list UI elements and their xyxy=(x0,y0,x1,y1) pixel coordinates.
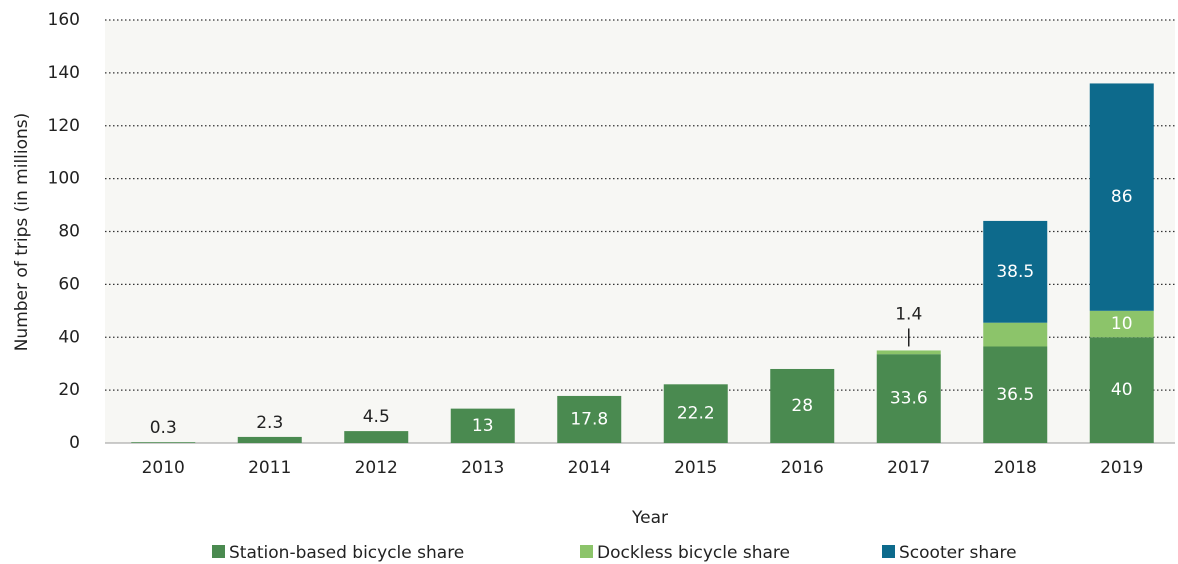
legend-label: Dockless bicycle share xyxy=(597,543,790,563)
bar-segment xyxy=(876,354,941,443)
x-axis-label: Year xyxy=(631,508,668,528)
data-label: 33.6 xyxy=(890,389,928,409)
data-label: 13 xyxy=(472,416,494,436)
data-label: 36.5 xyxy=(996,385,1034,405)
bar-segment xyxy=(983,220,1048,323)
y-tick-label: 140 xyxy=(48,63,80,83)
bar-segment xyxy=(1089,310,1154,338)
legend-label: Station-based bicycle share xyxy=(229,543,464,563)
legend-swatch xyxy=(580,545,593,558)
legend-swatch xyxy=(212,545,225,558)
bar-segment xyxy=(876,350,941,355)
bar-segment xyxy=(1089,83,1154,311)
data-label: 22.2 xyxy=(677,404,715,424)
x-tick-label: 2010 xyxy=(142,458,185,478)
bar-segment xyxy=(557,395,622,443)
data-label: 1.4 xyxy=(895,304,922,324)
bar-segment xyxy=(131,442,196,443)
bar-segment xyxy=(770,368,835,443)
data-label: 38.5 xyxy=(996,262,1034,282)
bar-segment xyxy=(237,436,302,443)
data-label: 28 xyxy=(791,396,813,416)
x-tick-label: 2013 xyxy=(461,458,504,478)
data-label: 10 xyxy=(1111,314,1133,334)
data-label: 86 xyxy=(1111,187,1133,207)
bar-segment xyxy=(663,384,728,443)
data-label: 2.3 xyxy=(256,413,283,433)
data-label: 17.8 xyxy=(570,409,608,429)
bar-segment xyxy=(344,431,409,443)
data-label: 0.3 xyxy=(150,418,177,438)
x-tick-label: 2014 xyxy=(568,458,611,478)
legend-label: Scooter share xyxy=(899,543,1017,563)
y-tick-label: 0 xyxy=(69,433,80,453)
data-label: 4.5 xyxy=(363,407,390,427)
y-tick-label: 60 xyxy=(58,274,80,294)
bar-segment xyxy=(983,322,1048,347)
x-tick-label: 2011 xyxy=(248,458,291,478)
x-tick-label: 2012 xyxy=(355,458,398,478)
y-tick-label: 120 xyxy=(48,116,80,136)
y-tick-label: 160 xyxy=(48,10,80,30)
x-tick-label: 2016 xyxy=(781,458,824,478)
y-tick-label: 40 xyxy=(58,327,80,347)
y-axis-label: Number of trips (in millions) xyxy=(12,113,32,352)
x-tick-label: 2018 xyxy=(994,458,1037,478)
legend-swatch xyxy=(882,545,895,558)
x-tick-label: 2017 xyxy=(887,458,930,478)
x-tick-label: 2015 xyxy=(674,458,717,478)
bar-segment xyxy=(1089,337,1154,443)
bar-segment xyxy=(983,346,1048,443)
y-tick-label: 80 xyxy=(58,222,80,242)
y-tick-label: 20 xyxy=(58,380,80,400)
data-label: 40 xyxy=(1111,380,1133,400)
bar-segment xyxy=(450,408,515,443)
y-tick-label: 100 xyxy=(48,169,80,189)
x-tick-label: 2019 xyxy=(1100,458,1143,478)
